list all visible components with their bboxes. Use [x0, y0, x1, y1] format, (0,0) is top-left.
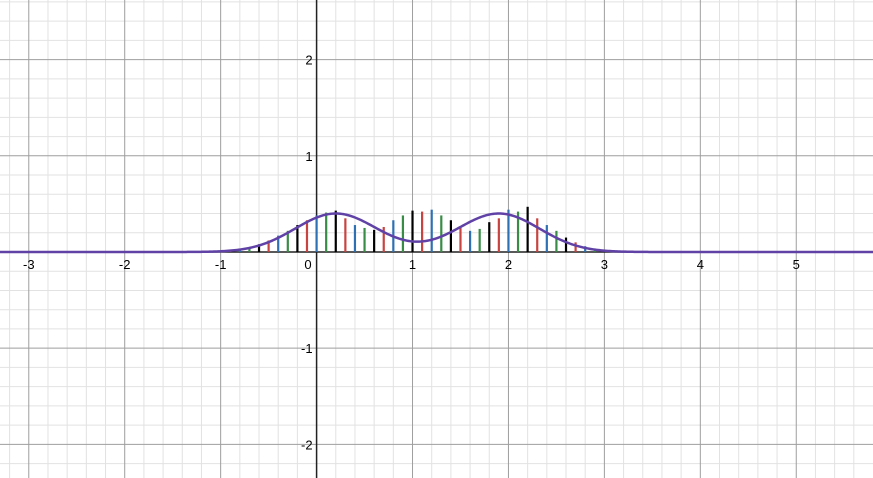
x-tick-label: 2	[505, 257, 512, 272]
curve-line	[0, 212, 873, 254]
x-tick-label: 3	[601, 257, 608, 272]
x-tick-label: -3	[23, 257, 35, 272]
x-tick-label: -2	[119, 257, 131, 272]
x-tick-label: 5	[793, 257, 800, 272]
y-tick-label: 1	[305, 149, 312, 164]
x-tick-label: 0	[304, 257, 311, 272]
x-tick-label: 1	[409, 257, 416, 272]
curve-layer	[0, 212, 873, 254]
x-tick-label: 4	[697, 257, 704, 272]
y-tick-label: 2	[305, 53, 312, 68]
y-tick-label: -2	[301, 437, 313, 452]
x-tick-label: -1	[215, 257, 227, 272]
tick-labels: -3 -2 -1 0 1 2 3 4 5 2 1 -1 -2	[23, 53, 800, 453]
y-tick-label: -1	[301, 341, 313, 356]
